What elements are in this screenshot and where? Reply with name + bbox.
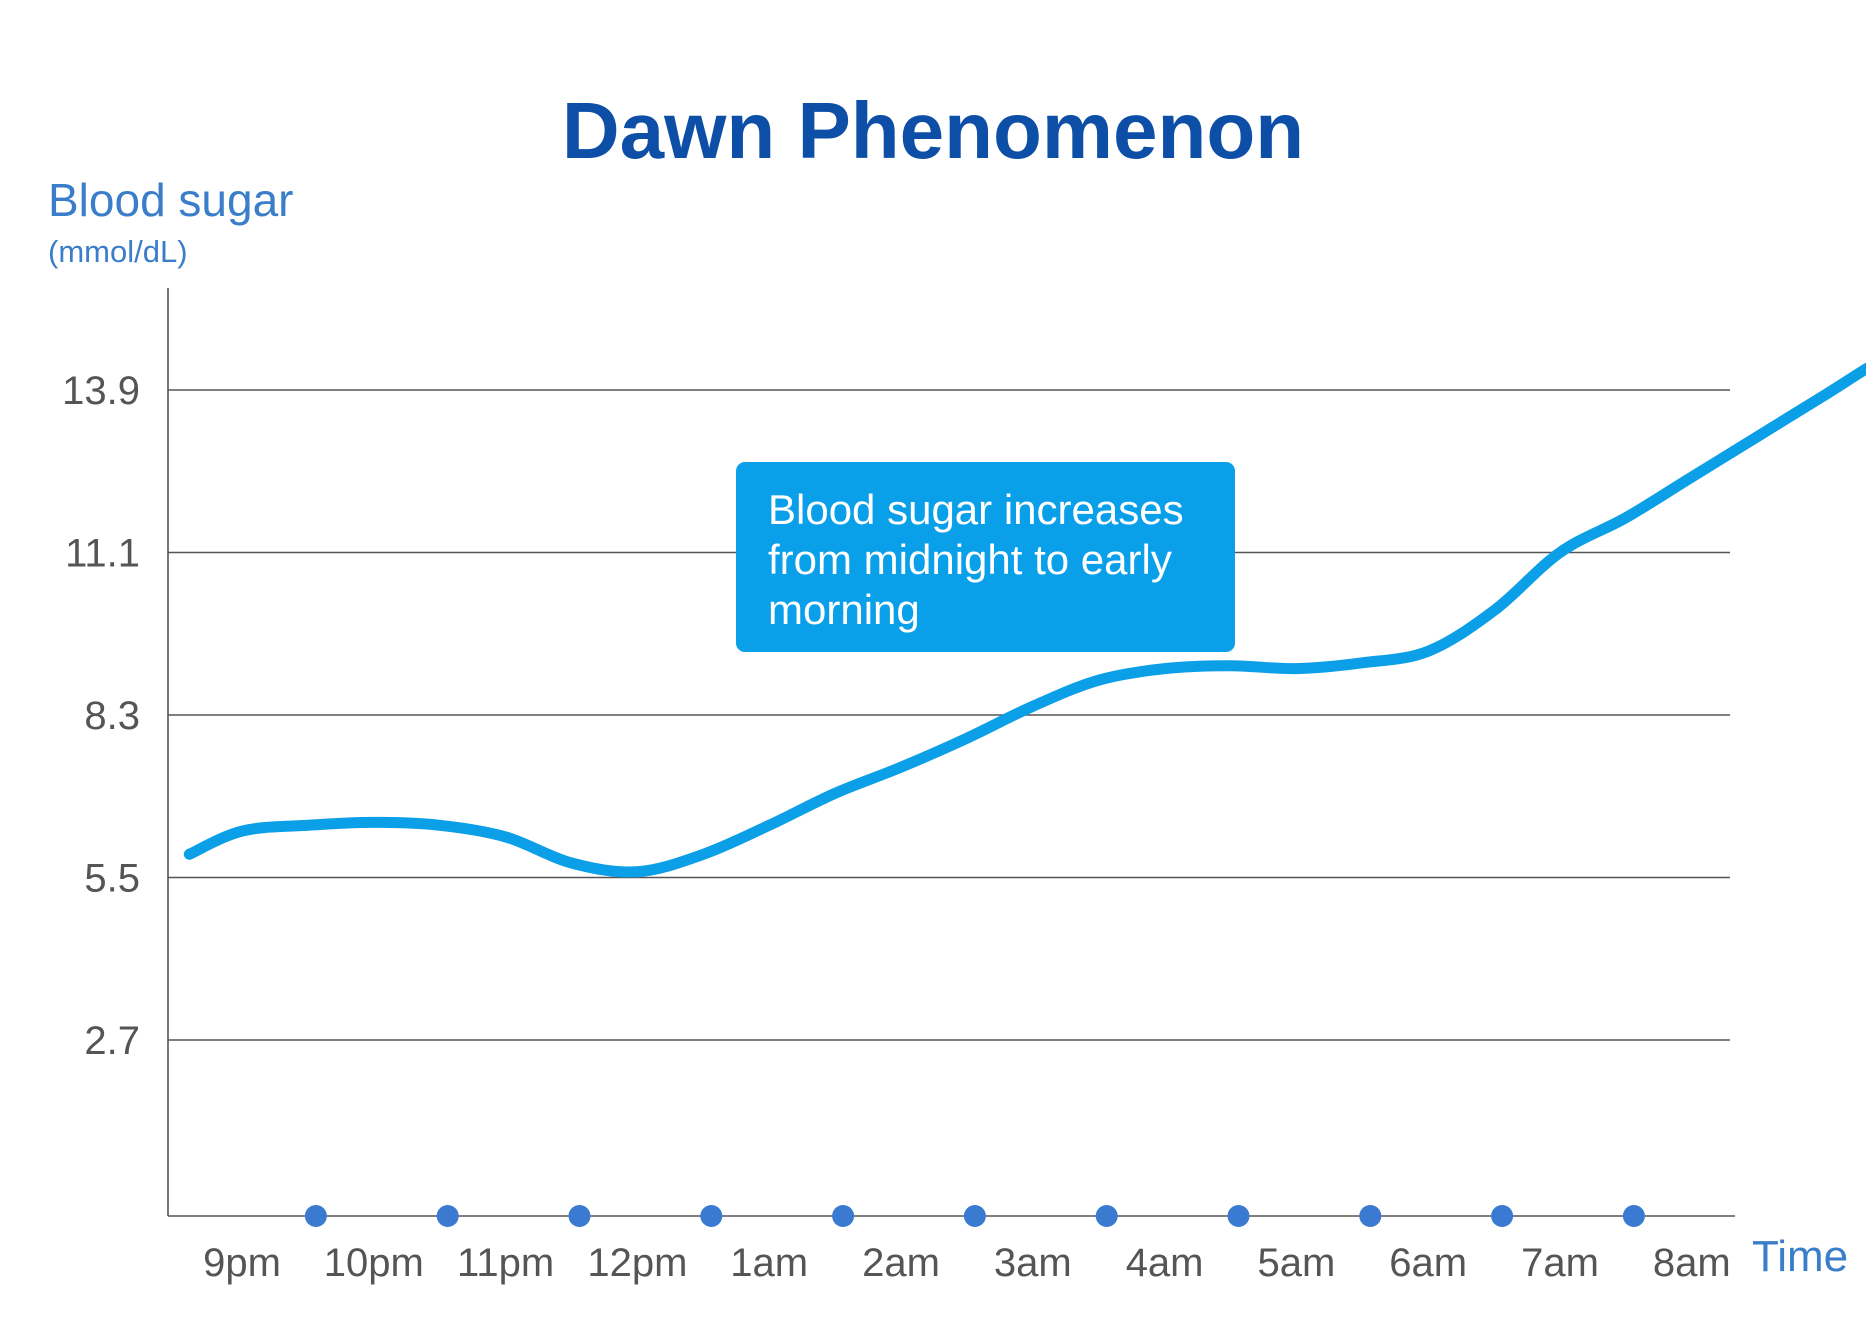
y-tick-label: 5.5 [84,857,140,901]
x-axis-marker [1227,1205,1250,1227]
x-axis-marker [436,1205,459,1227]
x-tick-label: 7am [1521,1241,1599,1285]
x-axis-marker [1491,1205,1514,1227]
grid-lines [168,389,1730,1041]
x-axis-marker [832,1205,855,1227]
y-axis-unit: (mmol/dL) [48,234,188,269]
x-axis-marker [304,1205,327,1227]
annotation-callout: Blood sugar increases from midnight to e… [736,462,1235,652]
x-tick-label: 1am [730,1241,808,1285]
x-tick-label: 8am [1653,1241,1731,1285]
x-axis-marker [1622,1205,1645,1227]
x-tick-label: 4am [1126,1241,1204,1285]
x-tick-label: 10pm [324,1241,424,1285]
x-axis-marker [963,1205,986,1227]
x-tick-label: 5am [1257,1241,1335,1285]
y-tick-labels: 2.7 5.5 8.3 11.1 13.9 [62,369,140,1063]
callout-line-2: from midnight to early [768,536,1172,583]
x-axis-marker [1095,1205,1118,1227]
x-tick-label: 3am [994,1241,1072,1285]
y-axis-label: Blood sugar [48,174,294,226]
x-axis-marker [568,1205,591,1227]
x-tick-label: 2am [862,1241,940,1285]
y-tick-label: 2.7 [84,1019,140,1063]
x-tick-label: 6am [1389,1241,1467,1285]
x-axis-markers [304,1205,1645,1227]
series-line [183,362,1866,878]
x-tick-label: 12pm [587,1241,687,1285]
callout-text: Blood sugar increases from midnight to e… [768,486,1195,633]
x-tick-label: 11pm [457,1241,554,1285]
x-axis-marker [700,1205,723,1227]
chart-title: Dawn Phenomenon [562,86,1304,175]
axes [167,288,1735,1217]
x-axis-label: Time [1752,1232,1848,1281]
y-tick-label: 11.1 [65,532,140,576]
callout-box [736,462,1235,652]
callout-line-3: morning [768,586,920,633]
x-axis-marker [1359,1205,1382,1227]
x-tick-label: 9pm [203,1241,281,1285]
y-tick-label: 8.3 [84,694,140,738]
callout-line-1: Blood sugar increases [768,486,1184,533]
y-tick-label: 13.9 [62,369,140,413]
x-tick-labels: 9pm 10pm 11pm 12pm 1am 2am 3am 4am 5am 6am 7am 8am [203,1241,1731,1285]
series-lines [183,362,1866,878]
